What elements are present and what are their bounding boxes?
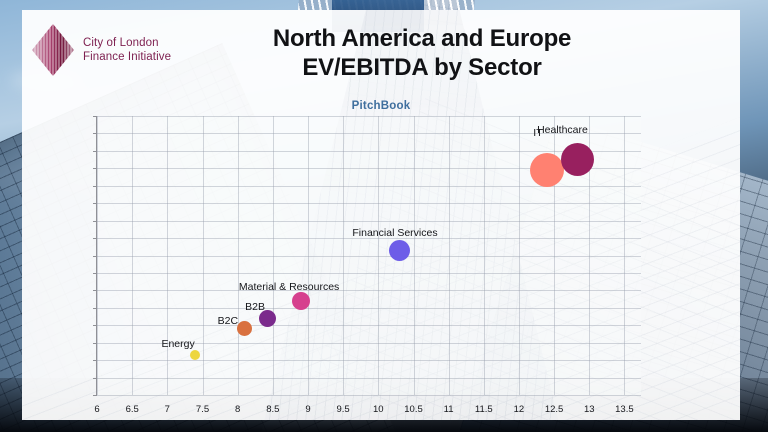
gridline-vertical xyxy=(413,116,415,395)
y-axis-tick xyxy=(93,290,97,292)
y-axis-tick xyxy=(93,360,97,362)
gridline-vertical xyxy=(448,116,450,395)
data-bubble[interactable] xyxy=(291,291,310,310)
data-bubble-label: Energy xyxy=(161,337,195,350)
y-axis-tick xyxy=(93,168,97,170)
brand-name-line2: Finance Initiative xyxy=(83,51,172,63)
data-bubble-label: Material & Resources xyxy=(238,280,340,293)
gridline-vertical xyxy=(589,116,591,395)
gridline-horizontal xyxy=(97,360,641,362)
gridline-vertical xyxy=(343,116,345,395)
data-bubble[interactable] xyxy=(388,239,410,261)
y-axis-tick xyxy=(93,203,97,205)
y-axis-tick xyxy=(93,133,97,135)
x-axis-tick-label: 10.5 xyxy=(404,404,423,415)
data-bubble[interactable] xyxy=(530,153,565,188)
data-bubble-label: Healthcare xyxy=(537,124,588,137)
gridline-horizontal xyxy=(97,150,641,152)
scatter-chart: 6 6.5 7 7.5 8 8.5 9 9.5 10 10.5 11 11.5 12 12.5 13 13.5… xyxy=(22,10,740,420)
x-axis-tick-label: 8 xyxy=(234,404,241,415)
x-axis-tick-label: 8.5 xyxy=(266,404,280,415)
data-bubble-label: B2C xyxy=(217,314,239,327)
y-axis-tick xyxy=(93,272,97,274)
gridline-horizontal xyxy=(97,238,641,240)
gridline-horizontal xyxy=(97,342,641,344)
gridline-horizontal xyxy=(97,255,641,257)
gridline-horizontal xyxy=(97,325,641,327)
brand-logo: City of London Finance Initiative xyxy=(30,22,171,78)
page-title-line2: EV/EBITDA by Sector xyxy=(302,54,542,81)
y-axis-tick xyxy=(93,185,97,187)
data-bubble[interactable] xyxy=(190,349,201,360)
y-axis-tick xyxy=(93,238,97,240)
data-bubble[interactable] xyxy=(560,142,594,176)
data-bubble-label: Financial Services xyxy=(352,227,438,240)
gridline-vertical xyxy=(554,116,556,395)
y-axis-tick xyxy=(93,342,97,344)
x-axis-tick-label: 7 xyxy=(164,404,170,415)
x-axis-tick-label: 9 xyxy=(305,404,311,415)
y-axis-tick xyxy=(93,307,97,309)
y-axis-tick xyxy=(93,220,97,222)
gridline-vertical xyxy=(308,116,309,395)
x-axis-tick-label: 12.5 xyxy=(544,404,564,415)
brand-name-line1: City of London xyxy=(83,37,159,49)
gridline-vertical xyxy=(483,116,485,395)
x-axis-tick-label: 12 xyxy=(513,404,525,415)
gridline-vertical xyxy=(132,116,134,395)
gridline-horizontal xyxy=(97,307,641,309)
x-axis-tick-label: 10 xyxy=(373,404,384,415)
gridline-vertical xyxy=(624,116,626,395)
y-axis-tick xyxy=(93,116,97,117)
gridline-vertical xyxy=(97,116,98,395)
x-axis-tick-label: 6 xyxy=(94,404,100,415)
gridline-horizontal xyxy=(97,395,641,396)
gridline-vertical xyxy=(272,116,274,395)
gridline-horizontal xyxy=(97,116,641,117)
x-axis-tick-label: 11 xyxy=(443,404,454,415)
source-attribution: PitchBook xyxy=(351,100,411,112)
gridline-vertical xyxy=(378,116,380,395)
gridline-horizontal xyxy=(97,290,641,292)
gridline-horizontal xyxy=(97,203,641,205)
x-axis-tick-label: 13.5 xyxy=(615,404,634,415)
gridline-vertical xyxy=(518,116,520,395)
gridline-horizontal xyxy=(97,377,641,379)
data-bubble-label: B2B xyxy=(245,300,266,313)
y-axis-tick xyxy=(93,325,97,327)
page-title: North America and Europe EV/EBITDA by Se… xyxy=(172,24,672,82)
gridline-vertical xyxy=(167,116,169,395)
gridline-horizontal xyxy=(97,272,641,274)
brand-name: City of London Finance Initiative xyxy=(83,36,171,64)
data-bubble[interactable] xyxy=(237,321,253,337)
gridline-horizontal xyxy=(97,220,641,222)
y-axis-tick xyxy=(93,150,97,152)
plot-area: 6 6.5 7 7.5 8 8.5 9 9.5 10 10.5 11 11.5 12 12.5 13 13.5… xyxy=(93,116,641,415)
x-axis-tick-label: 13 xyxy=(584,404,595,415)
x-axis-tick-label: 6.5 xyxy=(125,404,139,415)
x-axis-tick-label: 9.5 xyxy=(336,404,350,415)
diamond-striped-logo-icon xyxy=(32,24,74,76)
y-axis-tick xyxy=(93,395,97,396)
data-bubble[interactable] xyxy=(258,310,276,328)
page-title-line1: North America and Europe xyxy=(272,25,572,52)
gridline-horizontal xyxy=(97,185,641,187)
y-axis-tick xyxy=(93,377,97,379)
gridline-horizontal xyxy=(97,133,641,135)
x-axis-tick-label: 11.5 xyxy=(474,404,493,415)
x-axis-tick-label: 7.5 xyxy=(195,404,210,415)
slide-card: City of London Finance Initiative North … xyxy=(22,10,740,420)
gridline-vertical xyxy=(237,116,239,395)
gridline-horizontal xyxy=(97,168,641,170)
y-axis-tick xyxy=(93,255,97,257)
data-bubble-label: IT xyxy=(533,127,543,140)
gridline-vertical xyxy=(202,116,204,395)
